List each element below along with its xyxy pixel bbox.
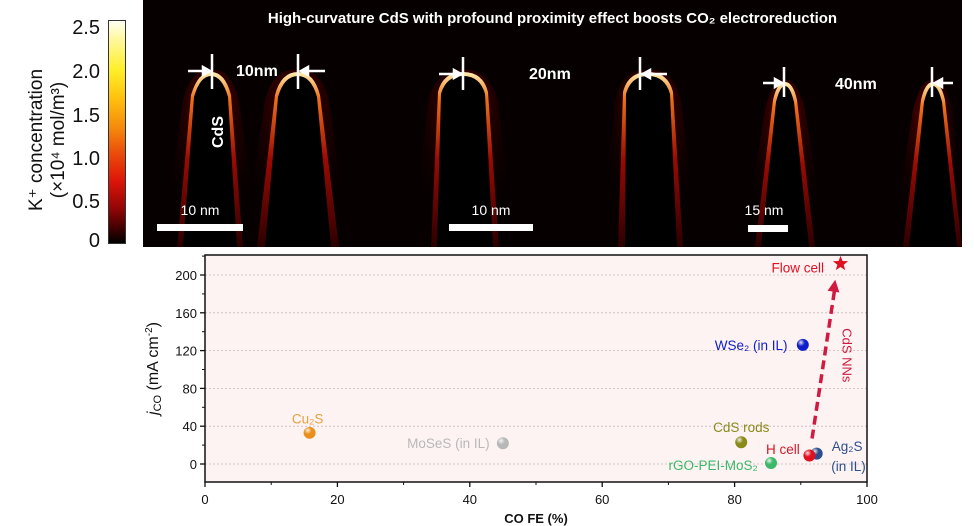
colorbar-tick: 2.5 — [72, 17, 100, 39]
x-tick-label: 60 — [595, 492, 609, 507]
point-label: Ag₂S — [832, 439, 863, 454]
scale-bar — [157, 224, 243, 231]
trend-label: CdS NNs — [840, 328, 855, 383]
colorbar-tick: 1.5 — [72, 105, 100, 127]
panel-title: High-curvature CdS with profound proximi… — [267, 10, 838, 27]
colorbar-label-line1: K⁺ concentration — [26, 68, 47, 212]
width-markers — [188, 54, 953, 97]
point-label: H cell — [766, 442, 800, 457]
scale-bar — [449, 224, 533, 231]
y-tick-label: 80 — [183, 381, 197, 396]
x-axis-label: CO FE (%) — [504, 511, 568, 526]
scale-bar-label: 15 nm — [744, 202, 784, 218]
data-point-star — [832, 255, 849, 271]
point-label: MoSeS (in IL) — [407, 436, 490, 451]
data-point-highlight — [765, 457, 778, 470]
data-point-highlight — [803, 449, 816, 462]
plot-area — [205, 255, 867, 482]
scale-bar-label: 10 nm — [471, 202, 511, 218]
trend-arrow-head — [827, 279, 840, 293]
y-axis-label-part: -2 — [144, 327, 155, 336]
y-tick-label: 120 — [175, 344, 197, 359]
rod-40nm-left — [743, 79, 827, 247]
x-tick-label: 20 — [330, 492, 344, 507]
x-tick-label: 100 — [856, 492, 878, 507]
rod-40nm-right — [891, 79, 962, 247]
scale-bar-label: 10 nm — [180, 202, 220, 218]
width-label-40nm: 40nm — [835, 76, 877, 93]
y-tick-label: 0 — [190, 457, 197, 472]
data-point-highlight — [735, 436, 748, 449]
scale-bar — [748, 225, 788, 232]
point-label: (in IL) — [831, 459, 866, 474]
colorbar-tick: 1.0 — [72, 148, 100, 170]
y-axis-label-part: ) — [145, 322, 162, 327]
colorbar-tick: 0.5 — [72, 191, 100, 213]
point-label: CdS rods — [713, 420, 770, 435]
y-tick-label: 200 — [175, 268, 197, 283]
point-labels: Cu₂S MoSeS (in IL) CdS rods rGO-PEI-MoS₂ H c… — [292, 260, 866, 473]
colorbar-tick: 2.0 — [72, 61, 100, 83]
y-axis-label-part: CO — [152, 394, 164, 411]
width-label-10nm: 10nm — [236, 63, 278, 80]
rod-10nm-left — [163, 69, 259, 247]
simulation-panel: High-curvature CdS with profound proximi… — [143, 0, 962, 247]
rod-10nm-right — [243, 69, 349, 247]
point-label: WSe₂ (in IL) — [715, 338, 788, 353]
y-axis-label-part: (mA cm — [145, 336, 162, 395]
trend-arrow-shaft — [810, 285, 837, 439]
rod-20nm-left — [413, 69, 515, 247]
colorbar — [108, 20, 126, 244]
data-point-highlight — [303, 426, 316, 439]
point-label: rGO-PEI-MoS₂ — [669, 458, 758, 473]
colorbar-tick: 0 — [88, 230, 100, 252]
data-points — [303, 255, 849, 470]
point-label: Cu₂S — [292, 412, 324, 427]
width-label-20nm: 20nm — [529, 66, 571, 83]
y-tick-label: 40 — [183, 419, 197, 434]
data-point-highlight — [496, 437, 509, 450]
axes: 0 20 40 60 80 100 0 40 80 120 160 200 — [175, 254, 878, 507]
x-tick-label: 40 — [463, 492, 477, 507]
x-tick-label: 80 — [727, 492, 741, 507]
y-axis-label-part: j — [145, 411, 162, 417]
y-tick-label: 160 — [175, 306, 197, 321]
x-tick-label: 0 — [201, 492, 208, 507]
material-label: CdS — [210, 116, 227, 148]
trend-annotation: CdS NNs — [810, 279, 855, 439]
y-axis-label: jCO (mA cm-2) — [144, 322, 164, 417]
point-label: Flow cell — [771, 260, 824, 275]
data-point-highlight — [796, 338, 809, 351]
rod-field — [163, 54, 962, 247]
rod-20nm-right — [603, 69, 699, 247]
scatter-chart: 0 20 40 60 80 100 0 40 80 120 160 200 CdS NNs Cu₂S M… — [144, 254, 878, 526]
